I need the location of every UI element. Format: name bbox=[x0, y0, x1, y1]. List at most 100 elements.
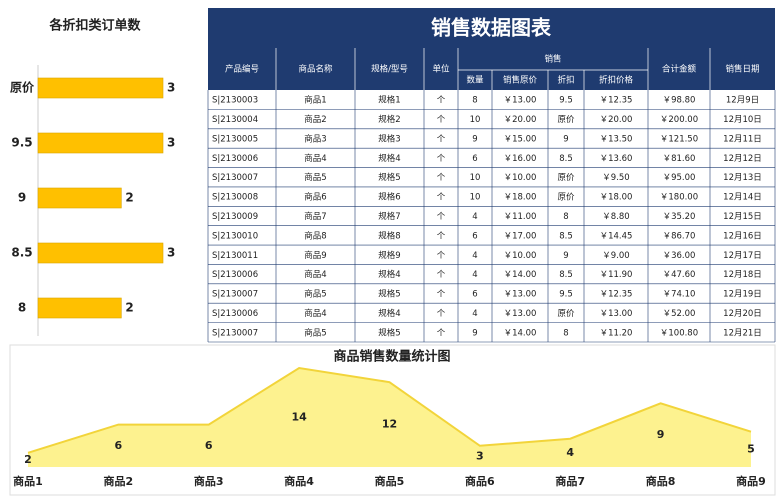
table-cell: S|2130003 bbox=[212, 96, 258, 106]
table-cell: ￥11.00 bbox=[504, 212, 537, 222]
table-cell: 12月13日 bbox=[723, 173, 762, 183]
table-cell: ￥16.00 bbox=[504, 154, 537, 164]
table-cell: 商品4 bbox=[304, 308, 326, 319]
table-cell: S|2130006 bbox=[212, 309, 258, 319]
bar-category-label: 原价 bbox=[10, 81, 35, 95]
area-value-label: 3 bbox=[476, 449, 484, 462]
table-cell: ￥12.35 bbox=[600, 96, 633, 106]
table-cell: ￥14.00 bbox=[504, 328, 537, 338]
table-cell: 规格9 bbox=[378, 250, 400, 261]
table-cell: ￥180.00 bbox=[660, 193, 698, 203]
table-cell: 12月21日 bbox=[723, 328, 762, 338]
table-cell: ￥17.00 bbox=[504, 231, 537, 241]
bar-value-label: 3 bbox=[167, 136, 175, 150]
table-cell: ￥13.00 bbox=[504, 290, 537, 300]
table-cell: 商品5 bbox=[304, 289, 326, 300]
table-cell: 规格5 bbox=[378, 289, 400, 300]
table-cell: ￥18.00 bbox=[600, 193, 633, 203]
x-tick-label: 商品4 bbox=[284, 474, 314, 488]
table-title-bar bbox=[208, 8, 775, 48]
table-cell: ￥52.00 bbox=[663, 309, 696, 319]
table-title: 销售数据图表 bbox=[431, 16, 552, 40]
bar-category-label: 8.5 bbox=[11, 246, 32, 260]
table-cell: 12月17日 bbox=[723, 251, 762, 261]
table-cell: S|2130005 bbox=[212, 134, 258, 144]
table-cell: ￥11.90 bbox=[600, 270, 633, 280]
table-cell: 个 bbox=[437, 231, 446, 241]
table-cell: 4 bbox=[472, 309, 477, 319]
table-cell: ￥12.35 bbox=[600, 290, 633, 300]
table-cell: 9 bbox=[563, 251, 568, 261]
table-cell: 商品9 bbox=[304, 250, 326, 261]
table-cell: S|2130007 bbox=[212, 328, 258, 338]
table-cell: 8 bbox=[563, 328, 568, 338]
table-cell: ￥13.00 bbox=[504, 96, 537, 106]
table-subheader: 折扣 bbox=[557, 75, 574, 86]
table-header: 产品编号 bbox=[225, 64, 259, 75]
table-header: 销售日期 bbox=[725, 64, 759, 75]
table-cell: ￥15.00 bbox=[504, 134, 537, 144]
table-cell: 9 bbox=[563, 134, 568, 144]
table-cell: ￥200.00 bbox=[660, 115, 698, 125]
bar bbox=[37, 187, 122, 209]
table-cell: 12月11日 bbox=[723, 134, 762, 144]
table-cell: 6 bbox=[472, 290, 477, 300]
table-cell: 商品2 bbox=[304, 114, 326, 125]
bar bbox=[37, 132, 164, 154]
table-cell: 12月14日 bbox=[723, 193, 762, 203]
bar-value-label: 3 bbox=[167, 81, 175, 95]
table-cell: 个 bbox=[437, 154, 446, 164]
table-cell: 6 bbox=[472, 154, 477, 164]
table-cell: 10 bbox=[470, 115, 481, 125]
table-cell: 4 bbox=[472, 251, 477, 261]
area-value-label: 4 bbox=[566, 446, 574, 459]
table-cell: 规格2 bbox=[378, 114, 400, 125]
bar bbox=[37, 77, 164, 99]
table-cell: 原价 bbox=[557, 173, 575, 183]
x-tick-label: 商品1 bbox=[13, 474, 43, 488]
table-cell: 商品4 bbox=[304, 269, 326, 280]
table-cell: 4 bbox=[472, 270, 477, 280]
table-cell: 个 bbox=[437, 251, 446, 261]
area-chart-title: 商品销售数量统计图 bbox=[333, 349, 450, 365]
table-cell: 个 bbox=[437, 290, 446, 300]
bar bbox=[37, 297, 122, 319]
table-cell: ￥13.00 bbox=[600, 309, 633, 319]
table-cell: 12月10日 bbox=[723, 115, 762, 125]
table-cell: ￥121.50 bbox=[660, 134, 698, 144]
table-cell: 8.5 bbox=[559, 231, 573, 241]
table-cell: 规格4 bbox=[378, 269, 400, 280]
table-cell: 9.5 bbox=[559, 96, 573, 106]
bar-category-label: 9 bbox=[18, 191, 26, 205]
x-tick-label: 商品8 bbox=[646, 474, 676, 488]
table-cell: 个 bbox=[437, 96, 446, 106]
area-value-label: 12 bbox=[382, 418, 397, 431]
table-cell: ￥11.20 bbox=[600, 328, 633, 338]
table-cell: 规格7 bbox=[378, 211, 400, 222]
x-tick-label: 商品5 bbox=[375, 474, 405, 488]
table-cell: 9.5 bbox=[559, 290, 573, 300]
table-cell: 12月15日 bbox=[723, 212, 762, 222]
table-cell: 8.5 bbox=[559, 154, 573, 164]
table-cell: 原价 bbox=[557, 309, 575, 319]
table-cell: 原价 bbox=[557, 193, 575, 203]
table-cell: 商品5 bbox=[304, 327, 326, 338]
table-cell: ￥20.00 bbox=[504, 115, 537, 125]
bar-category-label: 9.5 bbox=[11, 136, 32, 150]
table-cell: 12月20日 bbox=[723, 309, 762, 319]
table-cell: ￥13.60 bbox=[600, 154, 633, 164]
table-cell: ￥8.80 bbox=[602, 212, 629, 222]
table-cell: 12月19日 bbox=[723, 290, 762, 300]
table-cell: ￥36.00 bbox=[663, 251, 696, 261]
table-cell: S|2130008 bbox=[212, 193, 258, 203]
table-cell: S|2130010 bbox=[212, 231, 258, 241]
table-cell: S|2130006 bbox=[212, 270, 258, 280]
table-cell: 12月12日 bbox=[723, 154, 762, 164]
table-header: 单位 bbox=[432, 64, 450, 75]
table-subheader: 销售原价 bbox=[503, 75, 538, 86]
table-cell: 8 bbox=[563, 212, 568, 222]
table-cell: 商品8 bbox=[304, 230, 326, 241]
table-cell: 8.5 bbox=[559, 270, 573, 280]
